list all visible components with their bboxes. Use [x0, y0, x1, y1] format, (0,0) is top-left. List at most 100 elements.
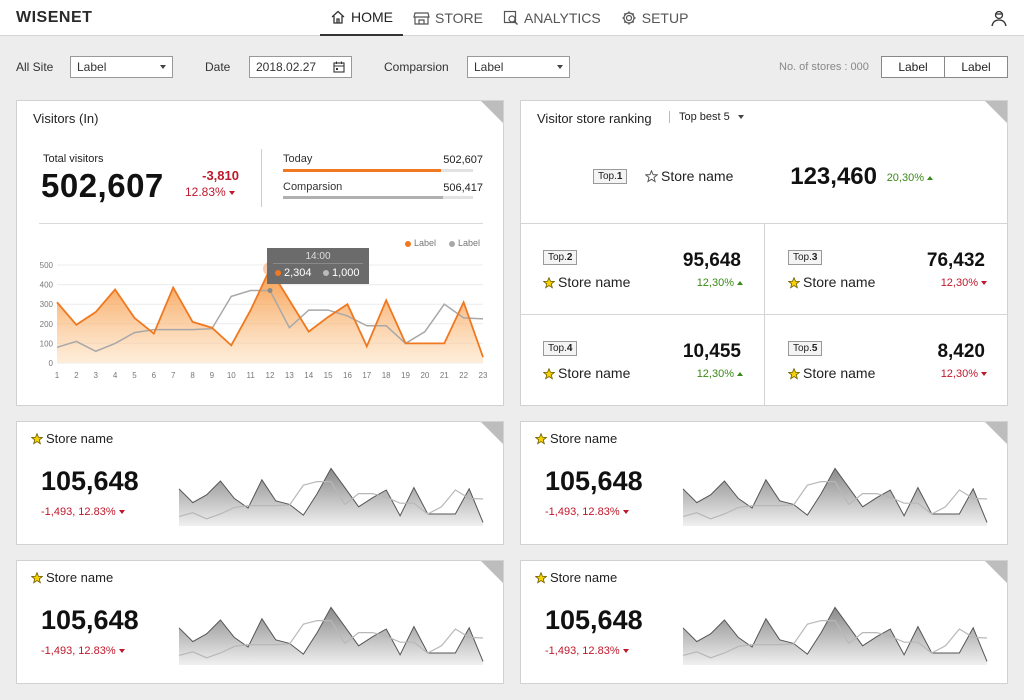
store-card-diff: -1,493, 12.83%	[41, 506, 125, 518]
x-tick-label: 20	[420, 371, 429, 380]
total-visitors-pct: 12.83%	[185, 185, 235, 199]
x-tick-label: 22	[459, 371, 468, 380]
rank-2-store[interactable]: Store name	[543, 274, 630, 290]
label-button-2[interactable]: Label	[944, 56, 1008, 78]
x-tick-label: 6	[152, 371, 157, 380]
site-select[interactable]: Label	[70, 56, 173, 78]
comparison-label: Comparsion	[384, 60, 449, 74]
x-tick-label: 18	[382, 371, 391, 380]
comparison-progress-fill	[283, 196, 443, 199]
store-card-diff-text: -1,493, 12.83%	[545, 506, 620, 518]
star-icon	[543, 277, 555, 289]
date-field[interactable]: 2018.02.27	[249, 56, 352, 78]
store-card-value: 105,648	[41, 605, 139, 635]
down-arrow-icon	[622, 510, 629, 515]
rank-number: 1	[616, 171, 623, 182]
rank-3-store[interactable]: Store name	[788, 274, 875, 290]
rank-2-pct: 12,30%	[671, 277, 743, 289]
up-arrow-icon	[737, 372, 743, 377]
y-tick-label: 0	[49, 359, 54, 368]
rank-badge-1: Top.1	[593, 169, 628, 184]
user-icon[interactable]	[990, 9, 1008, 27]
rank-5-pct-text: 12,30%	[940, 368, 978, 380]
today-progress-fill	[283, 169, 441, 172]
rank-4-store[interactable]: Store name	[543, 365, 630, 381]
store-count: No. of stores : 000	[779, 61, 869, 73]
store-card[interactable]: Store name 105,648 -1,493, 12.83%	[520, 560, 1008, 684]
nav-home[interactable]: HOME	[320, 0, 403, 36]
calendar-icon[interactable]	[333, 61, 345, 73]
divider	[764, 223, 765, 405]
up-arrow-icon	[927, 176, 933, 181]
rank-number: 5	[811, 343, 818, 354]
x-tick-label: 10	[227, 371, 236, 380]
comparison-metric-label: Comparsion	[283, 181, 343, 193]
x-tick-label: 23	[479, 371, 488, 380]
nav-setup[interactable]: SETUP	[611, 0, 699, 36]
store-card[interactable]: Store name 105,648 -1,493, 12.83%	[16, 421, 504, 545]
store-card[interactable]: Store name 105,648 -1,493, 12.83%	[16, 560, 504, 684]
store-card[interactable]: Store name 105,648 -1,493, 12.83%	[520, 421, 1008, 545]
divider	[261, 149, 262, 207]
rank-5-store[interactable]: Store name	[788, 365, 875, 381]
x-tick-label: 15	[324, 371, 333, 380]
chevron-down-icon	[737, 115, 744, 120]
comparison-metric-value: 506,417	[443, 182, 483, 194]
tooltip-value-a-text: 2,304	[284, 267, 312, 279]
sparkline-area	[179, 607, 483, 665]
rank-number: 2	[566, 252, 573, 263]
store-card-name: Store name	[46, 431, 114, 446]
x-tick-label: 2	[74, 371, 79, 380]
rank-1-pct: 20,30%	[869, 172, 933, 184]
sparkline-line	[178, 467, 484, 523]
rank-1-pct-text: 20,30%	[886, 172, 924, 184]
x-tick-label: 9	[210, 371, 215, 380]
legend-item-1[interactable]: Label	[405, 238, 436, 248]
comparison-select-value: Label	[474, 60, 504, 74]
store-sparkline	[178, 606, 484, 665]
legend-item-2[interactable]: Label	[449, 238, 480, 248]
x-tick-label: 19	[401, 371, 410, 380]
rank-4-pct-text: 12,30%	[696, 368, 734, 380]
star-icon	[31, 433, 43, 445]
down-arrow-icon	[118, 510, 125, 515]
rank-1-store[interactable]: Store name	[645, 168, 733, 184]
rank-1-value: 123,460	[790, 163, 877, 190]
store-card-value: 105,648	[545, 466, 643, 496]
today-label: Today	[283, 153, 313, 165]
tooltip-value-a: 2,304	[275, 267, 312, 279]
label-button-1[interactable]: Label	[881, 56, 945, 78]
legend-label-2: Label	[458, 238, 481, 248]
store-card-diff-text: -1,493, 12.83%	[41, 645, 116, 657]
legend-dot-icon	[323, 270, 329, 277]
ranking-selector-value: Top best 5	[679, 111, 730, 123]
sparkline-line	[682, 467, 988, 523]
comparison-select[interactable]: Label	[467, 56, 570, 78]
sparkline-line	[178, 606, 484, 662]
ranking-selector[interactable]: Top best 5	[669, 111, 744, 123]
main-nav: HOME STORE ANALYTICS SETUP	[320, 0, 698, 36]
rank-2-value: 95,648	[682, 250, 741, 271]
rank-2-pct-text: 12,30%	[696, 277, 734, 289]
legend-dot-icon	[449, 240, 455, 247]
store-card-diff-text: -1,493, 12.83%	[545, 645, 620, 657]
store-card-diff: -1,493, 12.83%	[41, 645, 125, 657]
divider	[39, 223, 483, 224]
wisenet-logo[interactable]: WISENET	[16, 9, 93, 26]
down-arrow-icon	[622, 649, 629, 654]
sparkline-area	[683, 607, 987, 665]
panel-corner-marker	[481, 101, 503, 123]
x-tick-label: 21	[440, 371, 449, 380]
nav-store[interactable]: STORE	[403, 0, 493, 36]
y-tick-label: 400	[40, 281, 54, 290]
x-tick-label: 5	[132, 371, 137, 380]
today-progress	[283, 169, 473, 172]
x-tick-label: 14	[304, 371, 313, 380]
down-arrow-icon	[981, 281, 987, 286]
rank-3-pct: 12,30%	[913, 277, 987, 289]
star-icon	[788, 368, 800, 380]
nav-home-label: HOME	[351, 9, 393, 25]
nav-analytics[interactable]: ANALYTICS	[493, 0, 611, 36]
all-site-label: All Site	[16, 60, 54, 74]
